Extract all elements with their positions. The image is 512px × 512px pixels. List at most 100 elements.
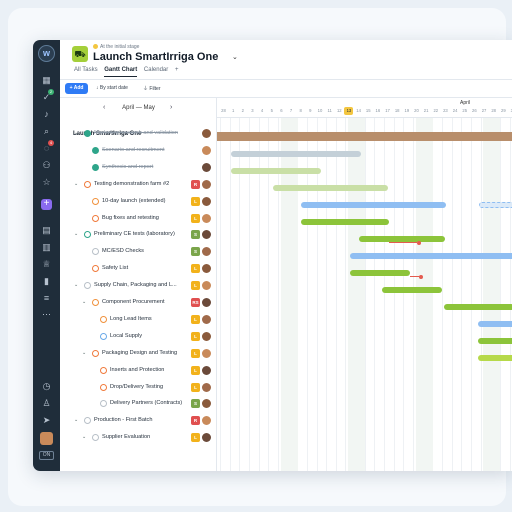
- task-bar[interactable]: [350, 253, 512, 259]
- task-row[interactable]: Safety List L: [60, 261, 217, 278]
- task-bar[interactable]: [301, 202, 446, 208]
- expand-chevron-icon[interactable]: ⌄: [82, 434, 87, 441]
- expand-chevron-icon[interactable]: ⌄: [74, 180, 79, 187]
- expand-chevron-icon[interactable]: ⌄: [74, 282, 79, 289]
- task-name[interactable]: Local Supply: [110, 332, 143, 339]
- avatar[interactable]: [202, 314, 211, 324]
- sort-button[interactable]: ↓ By start date: [96, 85, 128, 91]
- root-task-name[interactable]: Launch SmartIrriga One: [73, 131, 142, 137]
- avatar[interactable]: [202, 179, 211, 189]
- task-row[interactable]: ⌄ Supplier Evaluation L: [60, 430, 217, 447]
- filter-button[interactable]: ⏚ Filter: [143, 85, 161, 92]
- workspace-logo-icon[interactable]: w: [38, 45, 55, 62]
- task-name[interactable]: Component Procurement: [102, 299, 165, 305]
- prev-month-button[interactable]: ‹: [103, 104, 106, 111]
- tab-all-tasks[interactable]: All Tasks: [74, 67, 98, 73]
- avatar[interactable]: [202, 196, 211, 206]
- status-icon[interactable]: [92, 265, 99, 273]
- chat-icon[interactable]: ◌: [43, 143, 50, 153]
- assignee-badge[interactable]: L: [191, 196, 200, 206]
- status-icon[interactable]: [84, 231, 91, 239]
- assignee-badge[interactable]: L: [191, 433, 200, 443]
- avatar[interactable]: [202, 365, 211, 375]
- root-task-bar[interactable]: [217, 132, 512, 141]
- expand-chevron-icon[interactable]: ⌄: [82, 349, 87, 356]
- status-toggle[interactable]: ON: [39, 451, 54, 460]
- task-row[interactable]: MC/ESD Checks S: [60, 244, 217, 261]
- task-name[interactable]: Preliminary CE tests (laboratory): [94, 231, 175, 238]
- expand-chevron-icon[interactable]: ⌄: [74, 130, 79, 136]
- expand-chevron-icon[interactable]: ⌄: [74, 231, 79, 238]
- task-row[interactable]: Bug fixes and retesting L: [60, 211, 217, 228]
- task-name[interactable]: Drop/Delivery Testing: [110, 383, 164, 390]
- status-icon[interactable]: [92, 163, 99, 171]
- task-name[interactable]: Long Lead Items: [110, 315, 152, 322]
- assignee-badge[interactable]: RS: [191, 298, 200, 307]
- status-icon[interactable]: [100, 383, 107, 391]
- status-icon[interactable]: [84, 130, 91, 137]
- check-icon[interactable]: ✓: [42, 92, 51, 102]
- avatar[interactable]: [202, 416, 211, 426]
- assignee-badge[interactable]: S: [191, 399, 200, 409]
- chevron-down-icon[interactable]: ⌄: [232, 54, 238, 61]
- star-icon[interactable]: ☆: [42, 177, 51, 187]
- avatar[interactable]: [202, 230, 211, 240]
- add-tab-button[interactable]: +: [174, 67, 179, 73]
- bell-icon[interactable]: ♪: [44, 109, 49, 119]
- task-name[interactable]: Production - First Batch: [94, 417, 153, 424]
- status-icon[interactable]: [84, 180, 91, 188]
- task-name[interactable]: Testing demonstration farm #2: [94, 180, 170, 187]
- expand-chevron-icon[interactable]: ⌄: [82, 299, 87, 305]
- task-row[interactable]: ⌄ Marketing research and validation: [60, 126, 217, 143]
- task-row[interactable]: ⌄ Packaging Design and Testing L: [60, 346, 217, 363]
- task-bar[interactable]: [301, 219, 389, 225]
- task-bar[interactable]: [382, 287, 442, 293]
- task-bar[interactable]: [478, 338, 512, 344]
- timeline-icon[interactable]: ≡: [43, 293, 50, 303]
- assignee-badge[interactable]: L: [191, 264, 200, 274]
- task-bar[interactable]: [478, 355, 512, 361]
- assignee-badge[interactable]: L: [191, 331, 200, 341]
- table-icon[interactable]: ▥: [42, 242, 51, 252]
- trophy-icon[interactable]: ♕: [42, 259, 51, 269]
- task-name[interactable]: MC/ESD Checks: [102, 248, 144, 255]
- task-name[interactable]: Supply Chain, Packaging and L...: [94, 282, 177, 289]
- task-row[interactable]: ⌄ Supply Chain, Packaging and L... L: [60, 278, 217, 295]
- task-row[interactable]: ⌄ Production - First Batch R: [60, 413, 217, 430]
- task-name[interactable]: Marketing research and validation: [94, 130, 178, 136]
- add-button[interactable]: + Add: [65, 83, 88, 94]
- status-icon[interactable]: [84, 282, 91, 290]
- status-icon[interactable]: [92, 197, 99, 205]
- assignee-badge[interactable]: R: [191, 416, 200, 426]
- avatar[interactable]: [202, 264, 211, 274]
- status-icon[interactable]: [100, 400, 107, 408]
- task-row[interactable]: Inserts and Protection L: [60, 363, 217, 380]
- task-row[interactable]: Scenario and recruitment: [60, 143, 217, 160]
- create-plus-icon[interactable]: +: [41, 199, 52, 210]
- task-bar[interactable]: [479, 202, 512, 208]
- avatar[interactable]: [202, 348, 211, 358]
- avatar[interactable]: [202, 162, 211, 172]
- status-icon[interactable]: [84, 417, 91, 425]
- status-icon[interactable]: [92, 434, 99, 442]
- task-bar[interactable]: [444, 304, 512, 310]
- assignee-badge[interactable]: L: [191, 348, 200, 358]
- task-name[interactable]: Supplier Evaluation: [102, 434, 151, 441]
- task-row[interactable]: Drop/Delivery Testing L: [60, 380, 217, 397]
- task-bar[interactable]: [231, 168, 321, 174]
- task-name[interactable]: Synthesis and report: [102, 163, 154, 170]
- status-icon[interactable]: [100, 366, 107, 374]
- assignee-badge[interactable]: S: [191, 230, 200, 240]
- status-icon[interactable]: [92, 146, 99, 154]
- avatar[interactable]: [202, 298, 211, 307]
- task-name[interactable]: Packaging Design and Testing: [102, 349, 178, 356]
- task-row[interactable]: ⌄ Component Procurement RS: [60, 295, 217, 312]
- assignee-badge[interactable]: L: [191, 382, 200, 392]
- avatar[interactable]: [202, 213, 211, 223]
- avatar[interactable]: [202, 247, 211, 257]
- task-name[interactable]: Safety List: [102, 265, 129, 272]
- task-name[interactable]: Delivery Partners (Contracts): [110, 400, 183, 407]
- send-icon[interactable]: ➤: [42, 415, 51, 425]
- task-name[interactable]: Inserts and Protection: [110, 366, 165, 373]
- assignee-badge[interactable]: L: [191, 281, 200, 291]
